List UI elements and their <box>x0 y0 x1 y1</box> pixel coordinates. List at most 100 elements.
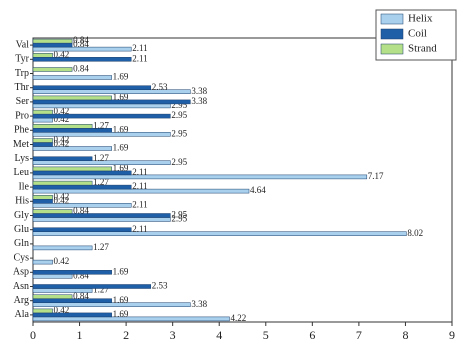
y-tick-label: Glu <box>14 224 29 235</box>
bar <box>32 160 171 165</box>
value-label: 0.42 <box>54 106 70 116</box>
value-label: 2.11 <box>132 181 147 191</box>
value-label: 1.27 <box>93 242 109 252</box>
value-label: 7.17 <box>368 171 384 181</box>
bar <box>32 195 53 200</box>
value-label: 1.69 <box>113 72 129 82</box>
value-label: 2.95 <box>171 214 187 224</box>
value-label: 2.95 <box>171 157 187 167</box>
bar <box>32 308 53 314</box>
legend-swatch <box>380 28 404 40</box>
bar <box>32 132 171 137</box>
x-tick-label: 5 <box>263 328 269 342</box>
bar <box>32 103 171 109</box>
value-label: 0.42 <box>54 256 70 266</box>
value-label: 2.95 <box>171 128 187 138</box>
bar <box>32 85 152 90</box>
bar <box>32 117 53 123</box>
bar <box>32 312 112 318</box>
bar <box>32 138 53 143</box>
value-label: 2.11 <box>132 199 147 209</box>
y-tick-label: Ala <box>15 309 30 320</box>
y-tick-label: Tyr <box>15 54 29 65</box>
value-label: 1.27 <box>93 285 109 295</box>
value-label: 3.38 <box>191 96 207 106</box>
value-label: 3.38 <box>191 299 207 309</box>
bar <box>32 203 132 208</box>
bar <box>32 188 250 194</box>
bar <box>32 67 73 72</box>
value-label: 1.69 <box>113 163 129 173</box>
bar <box>32 274 73 279</box>
bar <box>32 227 132 232</box>
value-label: 1.69 <box>113 295 129 305</box>
y-tick-label: Asn <box>13 281 29 292</box>
x-tick-label: 9 <box>449 328 455 342</box>
value-label: 4.64 <box>250 185 266 195</box>
bar <box>32 156 93 161</box>
y-tick-label: Pro <box>15 110 29 121</box>
legend-label: Strand <box>408 43 437 55</box>
y-tick-label: His <box>15 196 29 207</box>
bar <box>32 75 112 80</box>
y-tick-label: Ser <box>16 96 30 107</box>
x-tick-label: 7 <box>356 328 362 342</box>
value-label: 1.69 <box>113 266 129 276</box>
y-tick-label: Arg <box>14 295 29 306</box>
value-label: 0.42 <box>54 135 70 145</box>
value-label: 0.84 <box>73 39 89 49</box>
value-label: 2.53 <box>152 281 168 291</box>
value-label: 1.27 <box>93 177 109 187</box>
value-label: 0.42 <box>54 114 70 124</box>
legend-swatch <box>380 43 404 55</box>
value-label: 2.95 <box>171 100 187 110</box>
bar <box>32 184 132 190</box>
x-tick-label: 1 <box>77 328 83 342</box>
legend-label: Coil <box>408 28 427 40</box>
bar <box>32 284 152 289</box>
bar <box>32 166 112 172</box>
value-label: 0.84 <box>73 270 89 280</box>
value-label: 1.69 <box>113 309 129 319</box>
value-label: 1.27 <box>93 120 109 130</box>
legend-swatch <box>380 13 404 25</box>
x-tick-label: 4 <box>216 328 222 342</box>
bar <box>32 213 171 218</box>
value-label: 2.95 <box>171 110 187 120</box>
bar <box>32 146 112 151</box>
value-label: 1.69 <box>113 124 129 134</box>
y-tick-label: Phe <box>14 125 30 136</box>
value-label: 2.11 <box>132 224 147 234</box>
bar <box>32 288 93 293</box>
bar <box>32 99 191 105</box>
value-label: 2.11 <box>132 167 147 177</box>
value-label: 2.11 <box>132 43 147 53</box>
y-tick-label: Gln <box>14 238 29 249</box>
bar <box>32 124 93 129</box>
value-label: 2.95 <box>171 210 187 220</box>
plot-frame <box>32 37 453 323</box>
value-label: 1.27 <box>93 153 109 163</box>
value-label: 0.42 <box>54 191 70 201</box>
bar <box>32 294 73 299</box>
bar <box>32 174 368 180</box>
bar <box>32 109 53 115</box>
value-label: 0.84 <box>73 35 89 45</box>
bar <box>32 53 53 58</box>
bar <box>32 180 93 186</box>
y-tick-label: Lys <box>15 153 30 164</box>
x-tick-label: 8 <box>402 328 408 342</box>
bar <box>32 113 171 119</box>
y-tick-label: Cys <box>13 252 29 263</box>
value-label: 1.69 <box>113 143 129 153</box>
value-label: 3.38 <box>191 86 207 96</box>
value-label: 0.42 <box>54 195 70 205</box>
y-tick-label: Asp <box>13 267 29 278</box>
legend-label: Helix <box>408 13 433 25</box>
y-tick-label: Leu <box>13 167 29 178</box>
bar <box>32 209 73 214</box>
value-label: 0.84 <box>73 291 89 301</box>
bar <box>32 38 73 44</box>
bar <box>32 46 132 52</box>
